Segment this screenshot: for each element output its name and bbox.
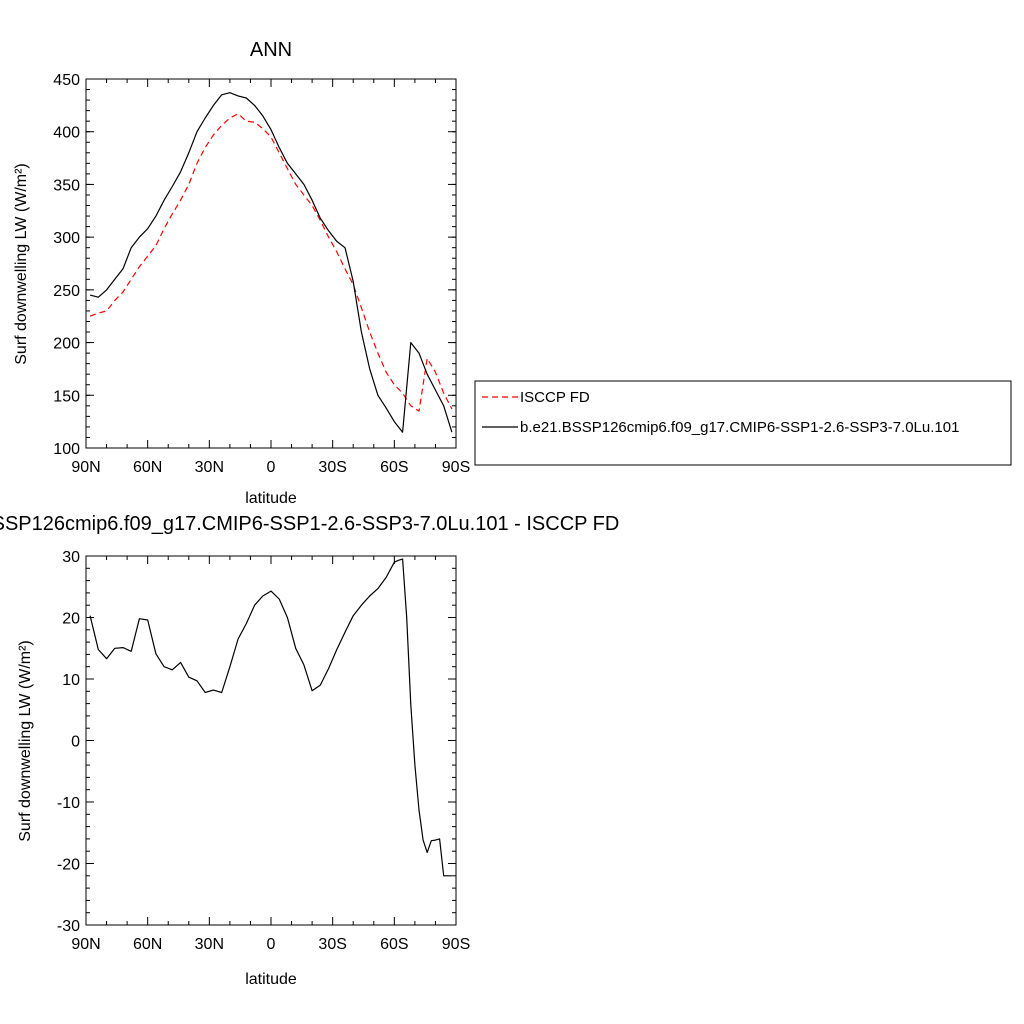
- legend: ISCCP FD b.e21.BSSP126cmip6.f09_g17.CMIP…: [474, 380, 1012, 466]
- series-line-isccp: [89, 113, 453, 412]
- x-tick-label: 0: [267, 936, 276, 953]
- series-line-model: [89, 558, 452, 877]
- series-group: [89, 92, 453, 433]
- x-tick-label: 90N: [71, 936, 100, 953]
- x-tick-label: 30N: [195, 936, 224, 953]
- x-tick-label: 90S: [442, 459, 470, 476]
- y-tick-label: 200: [53, 336, 80, 353]
- x-tick-label: 60N: [133, 459, 162, 476]
- y-tick-label: 250: [53, 283, 80, 300]
- x-tick-label: 60N: [133, 936, 162, 953]
- legend-box: [474, 380, 1012, 466]
- panel-title: b.e21.BSSP126cmip6.f09_g17.CMIP6-SSP1-2.…: [0, 513, 619, 535]
- x-tick-label: 90N: [71, 459, 100, 476]
- x-axis-label: latitude: [245, 971, 297, 988]
- legend-label-model: b.e21.BSSP126cmip6.f09_g17.CMIP6-SSP1-2.…: [520, 419, 959, 436]
- y-tick-label: 20: [62, 611, 80, 628]
- y-tick-label: 100: [53, 441, 80, 458]
- series-group: [89, 558, 452, 877]
- x-tick-label: 60S: [380, 936, 408, 953]
- legend-label-isccp: ISCCP FD: [520, 389, 590, 406]
- panel-difference: b.e21.BSSP126cmip6.f09_g17.CMIP6-SSP1-2.…: [0, 513, 619, 988]
- y-axis-label: Surf downwelling LW (W/m²): [13, 163, 30, 365]
- y-tick-label: 300: [53, 230, 80, 247]
- x-tick-label: 30S: [318, 459, 346, 476]
- series-line-model: [89, 92, 453, 433]
- y-tick-label: -10: [57, 795, 80, 812]
- x-tick-label: 30S: [318, 936, 346, 953]
- y-tick-label: 150: [53, 388, 80, 405]
- y-tick-label: 450: [53, 72, 80, 89]
- y-tick-label: 350: [53, 177, 80, 194]
- x-axis-label: latitude: [245, 490, 297, 507]
- y-tick-label: -20: [57, 857, 80, 874]
- x-tick-label: 0: [267, 459, 276, 476]
- y-tick-label: -30: [57, 918, 80, 935]
- axis-ticks: 90N 60N 30N 0 30S 60S 90S 100 150 200 250 300 350 400…: [53, 72, 470, 476]
- y-axis-label: Surf downwelling LW (W/m²): [17, 640, 34, 842]
- x-tick-label: 60S: [380, 459, 408, 476]
- y-tick-label: 30: [62, 549, 80, 566]
- y-tick-label: 10: [62, 672, 80, 689]
- axis-ticks: 90N 60N 30N 0 30S 60S 90S -30 -20 -10 0 10 20 30: [57, 549, 470, 953]
- plot-frame: [85, 78, 457, 449]
- panel-annual: ANN 90N 60N 30N 0 30S 60S 90S 100 150 200 250 300 35…: [13, 39, 470, 507]
- x-tick-label: 90S: [442, 936, 470, 953]
- y-tick-label: 400: [53, 125, 80, 142]
- y-tick-label: 0: [71, 734, 80, 751]
- plot-frame: [85, 555, 457, 926]
- x-tick-label: 30N: [195, 459, 224, 476]
- panel-title: ANN: [250, 39, 292, 61]
